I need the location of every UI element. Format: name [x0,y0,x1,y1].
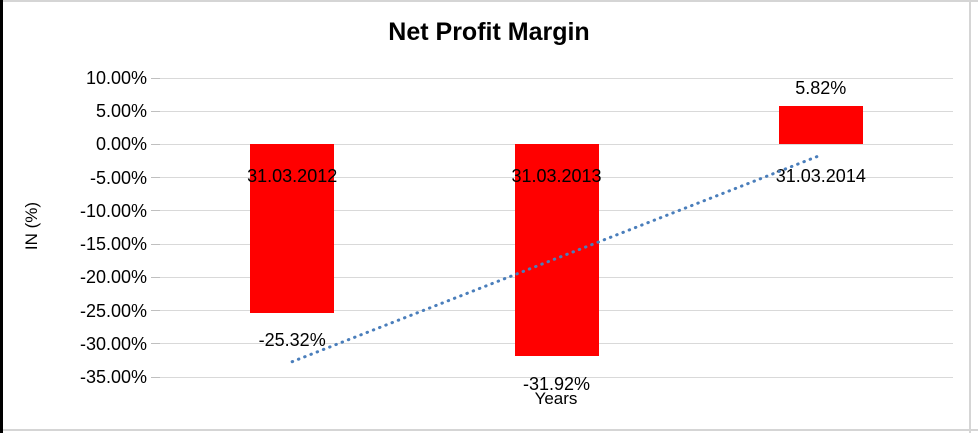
y-tick-label: -30.00% [79,333,147,354]
bar-31.03.2014 [778,105,863,145]
gridline [160,110,953,112]
y-tick-label: 5.00% [95,101,147,122]
y-axis-tick [151,110,160,112]
y-tick-label: -20.00% [79,267,147,288]
x-axis-title: Years [534,389,578,408]
gridline [160,77,953,79]
y-axis-tick [151,177,160,179]
y-tick-label: 0.00% [95,134,147,155]
category-label: 31.03.2014 [775,166,866,186]
value-label: 5.82% [795,77,847,98]
y-tick-label: 10.00% [85,68,147,88]
y-tick-label: -10.00% [79,200,147,221]
chart-border-top [0,0,978,2]
y-axis-tick [151,376,160,378]
y-axis-title: IN (%) [22,201,41,251]
chart-border-bottom [0,429,978,431]
y-axis-tick [151,210,160,212]
chart-border-right [969,0,971,433]
category-label: 31.03.2012 [247,166,338,186]
y-axis-tick [151,310,160,312]
chart-title: Net Profit Margin [388,18,590,46]
y-axis-tick [151,276,160,278]
gridline [160,376,953,378]
y-axis-tick [151,77,160,79]
window-border-left [0,0,3,433]
y-tick-label: -15.00% [79,234,147,255]
y-tick-label: -5.00% [89,167,147,188]
value-label: -31.92% [522,373,591,394]
value-label: -25.32% [258,329,326,350]
y-axis-tick [151,343,160,345]
y-tick-label: -35.00% [79,367,147,387]
y-axis-tick [151,143,160,145]
y-tick-label: -25.00% [79,300,147,321]
y-axis-tick [151,243,160,245]
category-label: 31.03.2013 [511,166,602,186]
